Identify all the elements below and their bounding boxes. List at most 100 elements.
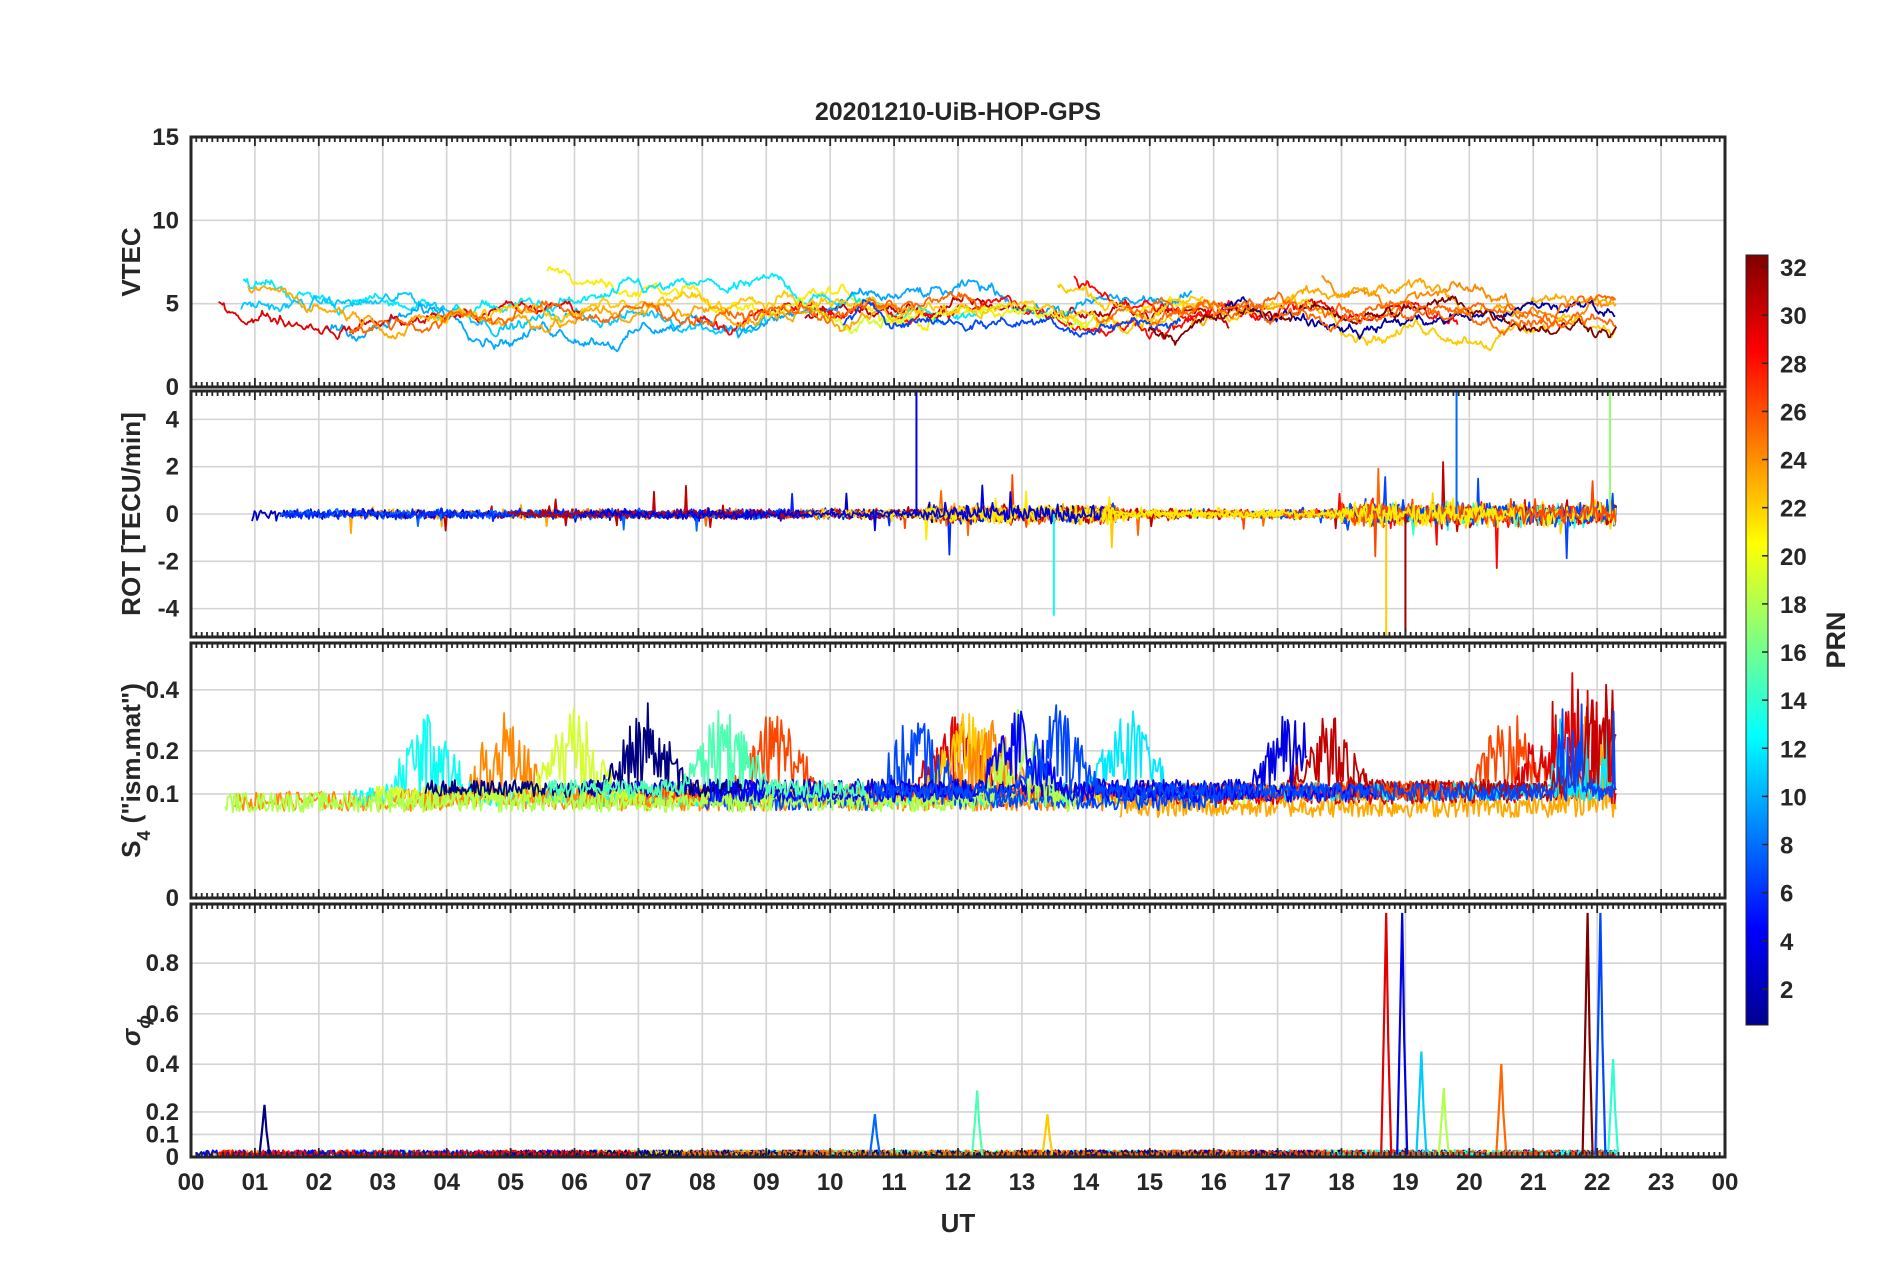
panel-s4: 00.10.20.4S4 ("ism.mat") [116, 641, 1727, 912]
y-tick-label: 0 [166, 885, 179, 912]
panel-vtec-series [218, 265, 1618, 353]
y-axis-label-sigphi: σϕ [116, 1015, 154, 1046]
colorbar-tick-label: 32 [1780, 255, 1807, 282]
x-tick-label: 12 [945, 1169, 972, 1196]
y-axis-label-s4: S4 ("ism.mat") [116, 683, 154, 858]
series-line [428, 290, 1204, 335]
y-tick-label: 5 [166, 291, 179, 318]
x-tick-label: 14 [1072, 1169, 1099, 1196]
y-tick-label: 0.8 [146, 950, 179, 977]
x-tick-label: 16 [1200, 1169, 1227, 1196]
series-line [242, 272, 978, 326]
y-label-sub: 4 [134, 831, 154, 841]
series-line [424, 702, 744, 798]
y-tick-label: 0.6 [146, 1001, 179, 1028]
panel-rot: -4 -2 0 2 4 ROT [TECU/min] [116, 389, 1727, 639]
y-tick-label: 0.2 [146, 738, 179, 765]
x-tick-label: 05 [497, 1169, 524, 1196]
y-tick-label: 15 [152, 124, 179, 151]
series-line [1149, 291, 1617, 333]
series-line [1218, 296, 1616, 340]
colorbar-tick-label: 2 [1780, 977, 1793, 1004]
colorbar-tick-label: 8 [1780, 833, 1793, 860]
x-minor-ticks [190, 391, 1726, 637]
spike-mark [258, 1104, 271, 1155]
series-line [1147, 295, 1618, 346]
panel-s4-series [224, 672, 1617, 819]
x-axis-tick-labels: 00 01 02 03 04 05 06 07 08 09 10 11 12 13 14 15 16 17 18 19… [178, 1169, 1739, 1196]
spike-mark [1607, 1059, 1620, 1155]
x-tick-label: 22 [1584, 1169, 1611, 1196]
series-line [578, 484, 1105, 532]
y-tick-label: 0.2 [146, 1099, 179, 1126]
y-tick-label: 10 [152, 207, 179, 234]
colorbar-tick-label: 14 [1780, 688, 1807, 715]
y-label-rest: ("ism.mat") [116, 683, 146, 830]
colorbar-tick-label: 4 [1780, 929, 1794, 956]
y-tick-label: 2 [166, 454, 179, 481]
x-tick-label: 08 [689, 1169, 716, 1196]
y-axis-label-rot: ROT [TECU/min] [116, 412, 146, 616]
x-minor-ticks [190, 904, 1726, 1157]
x-tick-label: 00 [1712, 1169, 1739, 1196]
x-minor-ticks [190, 137, 1726, 387]
y-tick-label: 0.4 [146, 1051, 180, 1078]
series-line [842, 299, 1182, 338]
x-tick-label: 06 [561, 1169, 588, 1196]
x-tick-label: 00 [178, 1169, 205, 1196]
y-label-sub: ϕ [134, 1015, 154, 1029]
x-tick-label: 03 [369, 1169, 396, 1196]
series-line [546, 710, 867, 799]
spike-mark [1581, 912, 1594, 1155]
y-tick-label: 0 [166, 1144, 179, 1171]
series-line [218, 300, 586, 341]
colorbar-tick-label: 12 [1780, 736, 1807, 763]
y-tick-label: 0.1 [146, 781, 179, 808]
spike-mark [1437, 1088, 1450, 1155]
series-line [348, 291, 984, 335]
y-tick-label: -2 [158, 548, 179, 575]
x-tick-label: 20 [1456, 1169, 1483, 1196]
x-axis-label: UT [941, 1208, 976, 1238]
spike-mark [1495, 1064, 1508, 1155]
panel-rot-series [251, 391, 1617, 637]
x-tick-label: 02 [305, 1169, 332, 1196]
x-tick-label: 11 [881, 1169, 906, 1196]
panel-sigphi: 00.10.2 0.4 0.6 0.8 σϕ [116, 902, 1727, 1171]
y-tick-label: 0 [166, 374, 179, 401]
colorbar-tick-label: 16 [1780, 640, 1807, 667]
series-line [872, 703, 1617, 802]
spike-mark [1041, 1114, 1054, 1155]
x-tick-label: 17 [1264, 1169, 1291, 1196]
colorbar-tick-label: 26 [1780, 399, 1807, 426]
series-line [1095, 293, 1616, 336]
x-tick-label: 21 [1520, 1169, 1547, 1196]
series-line [240, 291, 769, 338]
spike-mark [1380, 912, 1393, 1155]
y-tick-label: 0.1 [146, 1121, 179, 1148]
series-line [1335, 683, 1617, 798]
series-line [767, 296, 1097, 335]
colorbar-tick-label: 28 [1780, 351, 1807, 378]
spike-mark [1594, 912, 1607, 1155]
x-tick-label: 23 [1648, 1169, 1675, 1196]
colorbar-tick-label: 30 [1780, 303, 1807, 330]
series-line [224, 708, 1077, 813]
colorbar-tick-label: 24 [1780, 448, 1807, 475]
colorbar-tick-label: 20 [1780, 544, 1807, 571]
x-tick-label: 18 [1328, 1169, 1355, 1196]
x-tick-label: 04 [433, 1169, 460, 1196]
series-line [247, 285, 914, 340]
y-tick-label: -4 [158, 596, 180, 623]
y-label-main: S [116, 841, 146, 858]
spike-mark [1396, 912, 1409, 1155]
y-tick-label: 0 [166, 501, 179, 528]
colorbar-tick-label: 18 [1780, 592, 1807, 619]
colorbar-label: PRN [1821, 611, 1851, 668]
colorbar-tick-label: 6 [1780, 881, 1793, 908]
chart-title: 20201210-UiB-HOP-GPS [815, 98, 1101, 126]
x-tick-label: 13 [1009, 1169, 1036, 1196]
spike-mark [868, 1114, 881, 1155]
spike-mark [1415, 1051, 1428, 1155]
